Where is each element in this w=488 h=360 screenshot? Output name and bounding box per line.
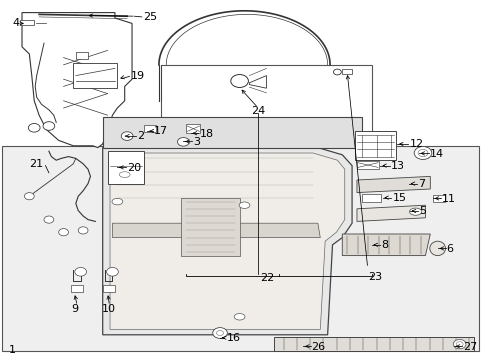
Text: 9: 9 xyxy=(71,303,78,314)
Text: 13: 13 xyxy=(390,161,405,171)
Circle shape xyxy=(455,342,462,347)
Polygon shape xyxy=(356,205,425,221)
Bar xyxy=(73,63,117,88)
Circle shape xyxy=(452,339,465,349)
Text: 14: 14 xyxy=(429,149,444,159)
Polygon shape xyxy=(112,223,320,238)
Polygon shape xyxy=(249,76,266,88)
Text: 16: 16 xyxy=(226,333,241,343)
Circle shape xyxy=(177,138,189,146)
Text: 3: 3 xyxy=(193,137,200,147)
Text: 23: 23 xyxy=(367,272,381,282)
Polygon shape xyxy=(110,153,344,329)
Text: 27: 27 xyxy=(462,342,476,352)
Text: 21: 21 xyxy=(29,159,43,169)
Circle shape xyxy=(121,132,133,140)
Polygon shape xyxy=(102,148,351,335)
Circle shape xyxy=(417,149,427,157)
Text: 17: 17 xyxy=(153,126,167,136)
Polygon shape xyxy=(356,176,429,193)
Bar xyxy=(342,69,351,74)
Text: 19: 19 xyxy=(131,71,145,81)
Text: 2: 2 xyxy=(137,131,144,141)
Ellipse shape xyxy=(234,314,244,320)
Circle shape xyxy=(24,193,34,200)
Circle shape xyxy=(106,267,118,276)
Ellipse shape xyxy=(112,198,122,205)
Bar xyxy=(71,285,83,292)
Circle shape xyxy=(216,330,223,336)
Bar xyxy=(432,195,444,202)
Text: 8: 8 xyxy=(381,240,388,250)
Polygon shape xyxy=(354,131,395,160)
Circle shape xyxy=(28,123,40,132)
Bar xyxy=(361,194,381,202)
Bar xyxy=(102,117,361,148)
Bar xyxy=(102,285,115,292)
Ellipse shape xyxy=(239,202,249,208)
Circle shape xyxy=(78,227,88,234)
Text: 24: 24 xyxy=(250,106,265,116)
Circle shape xyxy=(230,75,248,87)
Text: 6: 6 xyxy=(446,244,452,254)
Polygon shape xyxy=(181,198,239,256)
Circle shape xyxy=(75,267,86,276)
Ellipse shape xyxy=(429,241,445,256)
Text: 15: 15 xyxy=(392,193,406,203)
Bar xyxy=(20,20,34,25)
Bar xyxy=(144,125,156,132)
Text: 7: 7 xyxy=(417,179,425,189)
Text: 25: 25 xyxy=(143,12,157,22)
Bar xyxy=(107,151,144,184)
Bar xyxy=(76,52,88,59)
Circle shape xyxy=(44,216,54,223)
Text: 1: 1 xyxy=(9,345,16,355)
Text: 11: 11 xyxy=(441,194,455,204)
Bar xyxy=(161,65,371,137)
Text: 12: 12 xyxy=(409,139,423,149)
Text: 26: 26 xyxy=(311,342,325,352)
Ellipse shape xyxy=(408,208,421,215)
Bar xyxy=(2,146,478,351)
Bar xyxy=(185,124,200,133)
Polygon shape xyxy=(342,234,429,256)
Text: 18: 18 xyxy=(199,129,213,139)
Text: 22: 22 xyxy=(260,273,274,283)
Text: 10: 10 xyxy=(102,303,115,314)
Text: 5: 5 xyxy=(418,206,425,216)
Circle shape xyxy=(413,147,431,159)
Circle shape xyxy=(43,122,55,130)
Text: 4: 4 xyxy=(12,18,20,28)
Text: 20: 20 xyxy=(127,163,141,173)
Polygon shape xyxy=(273,337,473,351)
Circle shape xyxy=(333,69,341,75)
Bar xyxy=(356,161,378,169)
Polygon shape xyxy=(22,13,132,148)
Ellipse shape xyxy=(119,172,130,177)
Circle shape xyxy=(59,229,68,236)
Circle shape xyxy=(212,328,227,338)
